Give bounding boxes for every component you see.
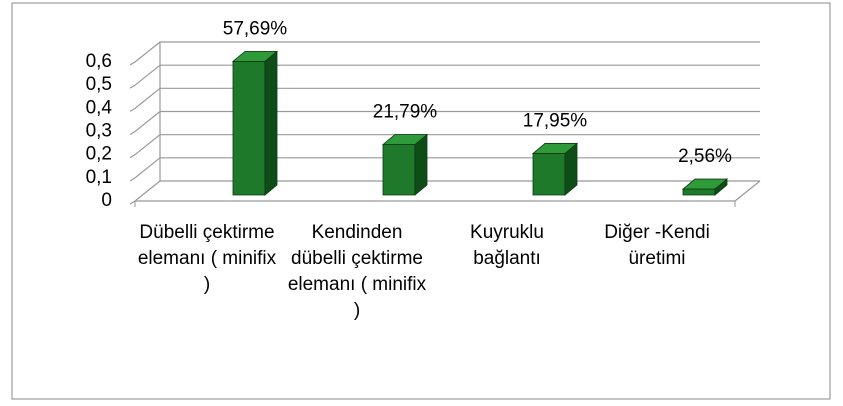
- grid-line: [129, 157, 760, 182]
- value-label: 21,79%: [373, 102, 438, 123]
- bar: [531, 142, 579, 196]
- bar-top: [681, 178, 729, 190]
- y-tick-label: 0,5: [86, 74, 112, 95]
- x-tick-label: Kuyruklu bağlantı: [470, 222, 544, 269]
- grid-line: [129, 180, 760, 205]
- grid-line: [129, 64, 760, 89]
- y-tick-label: 0,6: [86, 51, 112, 72]
- bar: [231, 50, 279, 196]
- x-tick-label: Diğer -Kendi üretimi: [604, 222, 710, 269]
- bar-top: [381, 134, 429, 145]
- bar-side: [264, 50, 278, 196]
- y-tick-label: 0,4: [86, 97, 113, 118]
- bar-front: [682, 188, 716, 196]
- bar-top: [231, 50, 279, 62]
- grid-line: [129, 87, 760, 112]
- y-tick-label: 0,3: [86, 121, 112, 142]
- bar-front: [382, 144, 416, 196]
- bar-front: [232, 60, 266, 196]
- grid-line: [129, 134, 760, 159]
- y-tick-label: 0,2: [86, 144, 112, 165]
- value-label: 17,95%: [523, 110, 588, 131]
- y-tick-label: 0: [101, 190, 112, 211]
- grid-line: [129, 41, 760, 66]
- value-label: 2,56%: [678, 146, 732, 167]
- bar-top: [531, 143, 579, 154]
- x-tick-label: Kendinden dübelli çektirme elemanı ( min…: [287, 222, 427, 321]
- chart-frame: [11, 2, 831, 400]
- x-tick-label: Dübelli çektirme elemanı ( minifix ): [137, 222, 277, 295]
- bar-front: [532, 153, 566, 196]
- grid-line: [129, 110, 760, 136]
- bar: [681, 178, 729, 196]
- bar-side: [414, 133, 428, 196]
- value-label: 57,69%: [223, 18, 288, 39]
- bar: [381, 133, 429, 196]
- floor-right: [734, 180, 761, 202]
- y-tick-label: 0,1: [86, 167, 112, 188]
